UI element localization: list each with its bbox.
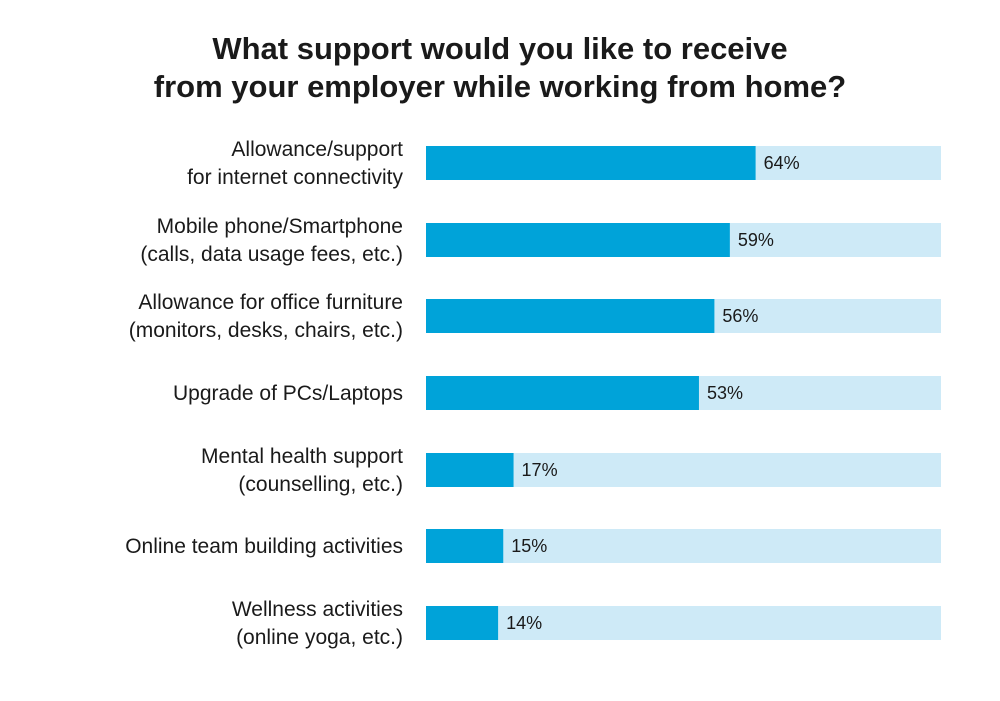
category-label: Online team building activities [125, 535, 403, 558]
bar-group: 64% Allowance/support for internet connect… [187, 138, 941, 189]
chart-title-line-2: from your employer while working from ho… [153, 69, 847, 104]
data-label: 59% [738, 230, 774, 250]
category-label: Allowance for office furniture [138, 291, 403, 314]
bar [426, 223, 730, 257]
bar-group: 17% Mental health support (counselling, et… [201, 445, 941, 496]
category-label: (calls, data usage fees, etc.) [140, 243, 403, 266]
category-label: (counselling, etc.) [238, 473, 403, 496]
bar-group: 56% Allowance for office furniture (monito… [129, 291, 941, 342]
data-label: 53% [707, 383, 743, 403]
category-label: Wellness activities [232, 598, 403, 621]
category-label: (online yoga, etc.) [236, 626, 403, 649]
chart-title-line-1: What support would you like to receive [212, 31, 788, 66]
category-label: Mental health support [201, 445, 403, 468]
category-label: Allowance/support [231, 138, 403, 161]
bar-group: 59% Mobile phone/Smartphone (calls, data u… [140, 215, 941, 266]
data-label: 64% [764, 153, 800, 173]
bar [426, 606, 499, 640]
bar [426, 453, 514, 487]
bar [426, 299, 715, 333]
category-label: for internet connectivity [187, 166, 403, 189]
bar-group: 53% Upgrade of PCs/Laptops [173, 376, 941, 410]
bar-track [426, 606, 941, 640]
category-label: (monitors, desks, chairs, etc.) [129, 319, 403, 342]
bar-group: 14% Wellness activities (online yoga, etc.… [232, 598, 941, 649]
bar-track [426, 529, 941, 563]
category-label: Mobile phone/Smartphone [157, 215, 403, 238]
bar [426, 146, 756, 180]
data-label: 17% [522, 460, 558, 480]
category-label: Upgrade of PCs/Laptops [173, 382, 403, 405]
chart-title: What support would you like to receive f… [0, 30, 1000, 106]
bar [426, 376, 699, 410]
data-label: 14% [506, 613, 542, 633]
bar [426, 529, 504, 563]
data-label: 15% [511, 536, 547, 556]
data-label: 56% [722, 306, 758, 326]
bar-group: 15% Online team building activities [125, 529, 941, 563]
